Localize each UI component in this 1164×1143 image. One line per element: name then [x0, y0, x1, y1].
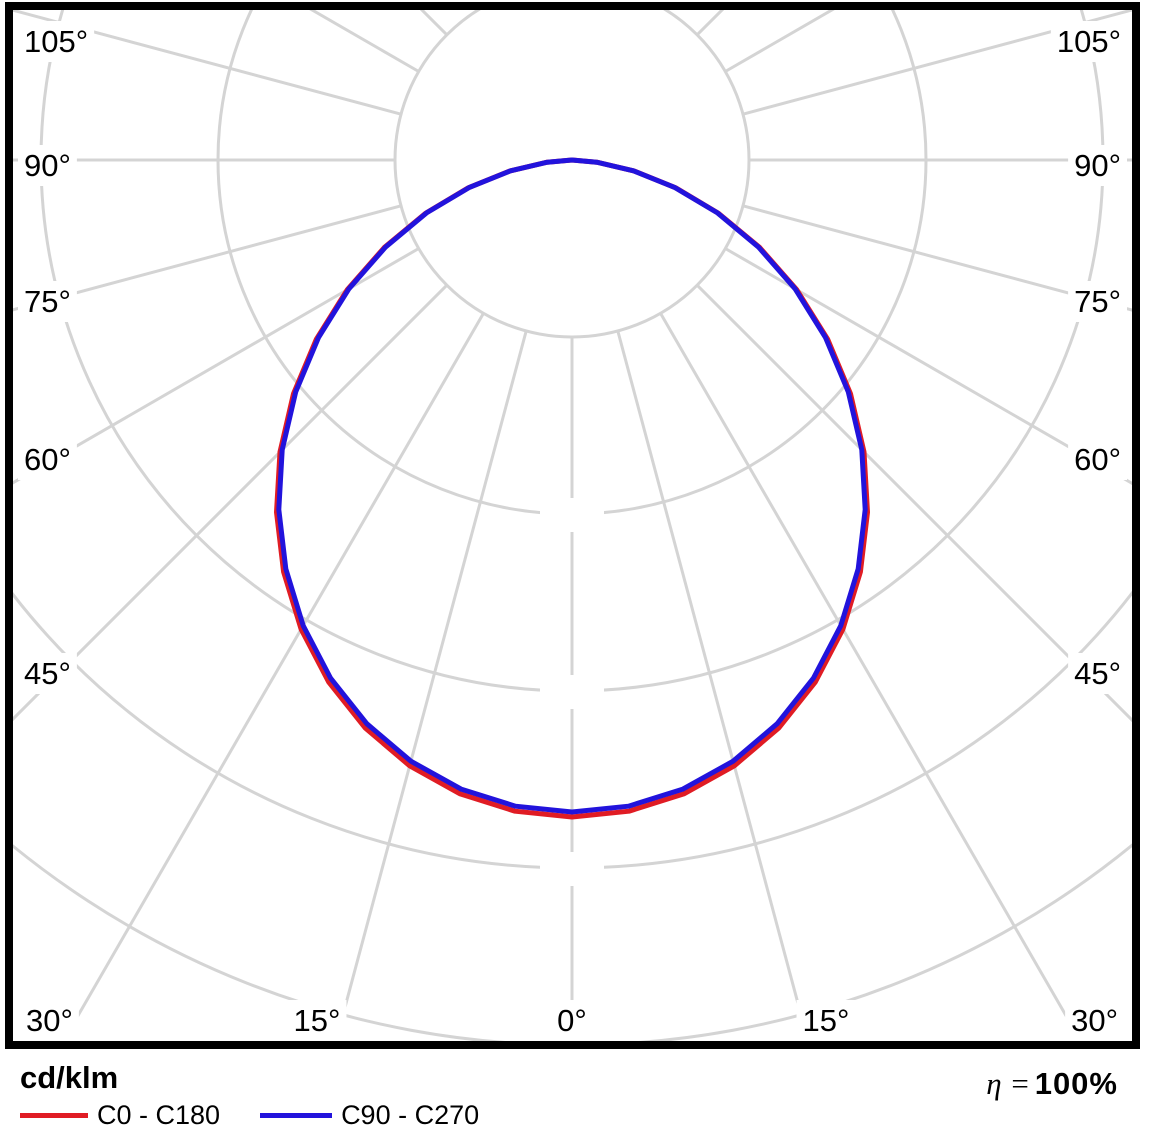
angle-labels: 105° 90° 75° 60° 45° 30° 15° 0° 15° 30° 45° 60° 75° 9… [18, 21, 1127, 1041]
legend-label-c0: C0 - C180 [97, 1099, 221, 1130]
grid-spoke [724, 247, 1132, 486]
angle-label-bg [18, 439, 77, 480]
unit-label: cd/klm [20, 1060, 119, 1095]
legend-line-c0-icon [20, 1112, 88, 1118]
angle-label: 45° [1074, 656, 1121, 691]
plot-border [5, 2, 1140, 1049]
grid-spoke [334, 330, 528, 1041]
angle-label-bg [287, 1000, 347, 1041]
grid-spoke [696, 284, 1132, 723]
legend-label-c90: C90 - C270 [341, 1099, 480, 1130]
angle-label: 30° [26, 1003, 73, 1038]
angle-label-bg [1068, 653, 1127, 694]
curve-c90-c270 [276, 157, 868, 815]
efficiency: η = 100% [986, 1066, 1118, 1102]
curves [274, 157, 870, 820]
legend-line-c90-icon [260, 1112, 333, 1118]
angle-label-bg [18, 21, 95, 62]
grid-spoke [13, 247, 420, 485]
angle-label: 45° [24, 656, 71, 691]
angle-label-bg [1050, 21, 1127, 62]
angle-label: 75° [24, 284, 71, 319]
grid-spoke [742, 10, 1132, 116]
angle-label-bg [1068, 145, 1127, 186]
angle-label: 90° [24, 148, 71, 183]
grid-spoke [742, 204, 1132, 312]
grid-spoke [13, 284, 448, 722]
angle-label-bg [20, 1000, 79, 1041]
angle-label: 90° [1074, 148, 1121, 183]
angle-label-bg [551, 1000, 593, 1041]
angle-label: 105° [24, 24, 88, 59]
angle-label: 15° [294, 1003, 341, 1038]
angle-label-bg [796, 1000, 856, 1041]
angle-label: 60° [24, 442, 71, 477]
angle-label-bg [1068, 281, 1127, 322]
efficiency-symbol: η = [986, 1066, 1031, 1101]
angle-label-bg [18, 653, 77, 694]
angle-label: 60° [1074, 442, 1121, 477]
grid-spoke [616, 330, 810, 1041]
angle-label: 105° [1057, 24, 1121, 59]
angle-label-bg [18, 281, 77, 322]
angle-label-bg [18, 145, 77, 186]
angle-label-bg [1065, 1000, 1124, 1041]
legend: C0 - C180 C90 - C270 [20, 1098, 479, 1132]
blank-axis-label-box [540, 852, 604, 886]
blank-axis-label-box [540, 675, 604, 709]
angle-label: 30° [1071, 1003, 1118, 1038]
efficiency-value: 100% [1034, 1066, 1118, 1101]
grid-spoke [13, 204, 402, 312]
grid-spoke [61, 312, 485, 1041]
blank-axis-label-box [540, 498, 604, 532]
angle-label-bg [1068, 439, 1127, 480]
grid-spoke [13, 10, 402, 116]
grid-spoke [659, 312, 1083, 1041]
angle-label: 0° [557, 1003, 587, 1038]
angle-label: 75° [1074, 284, 1121, 319]
angle-label: 15° [803, 1003, 850, 1038]
